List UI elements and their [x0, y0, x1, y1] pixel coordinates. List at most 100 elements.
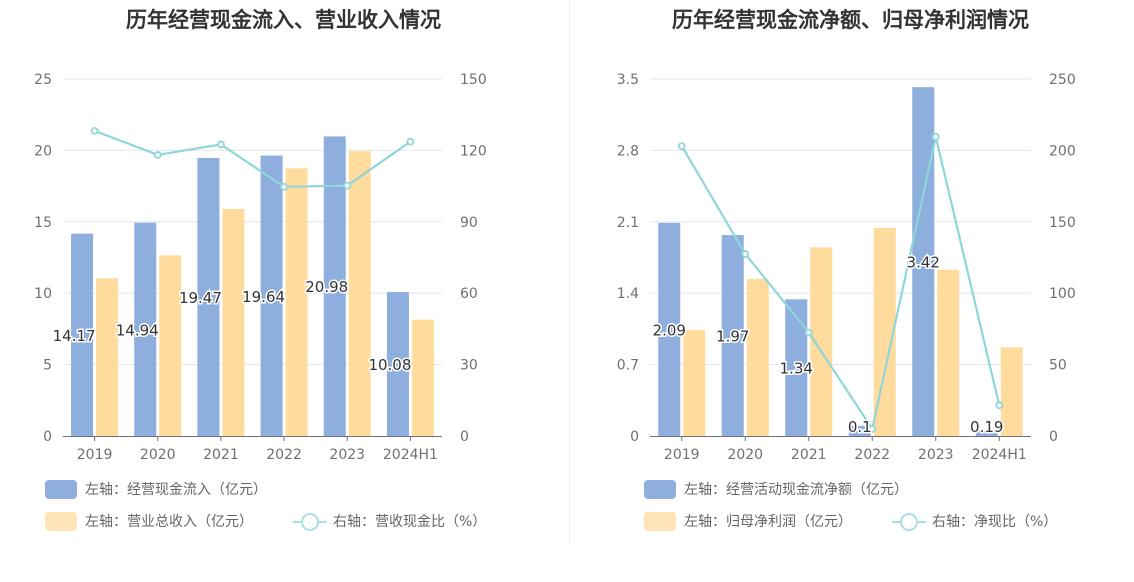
- line-point: [153, 151, 162, 159]
- right-axis-tick-label: 100: [1049, 286, 1076, 302]
- bar-series-1: [721, 235, 744, 436]
- bar-data-label: 1.97: [716, 328, 749, 346]
- right-axis-tick-label: 30: [460, 358, 478, 374]
- left-axis-tick-label: 5: [43, 358, 52, 374]
- bar-data-label: 10.08: [368, 356, 411, 374]
- right-legend-item-3[interactable]: 右轴：净现比（%）: [892, 511, 1057, 531]
- bar-series-2: [683, 329, 706, 436]
- right-axis-tick-label: 250: [1049, 72, 1076, 88]
- bar-series-1: [785, 299, 808, 436]
- legend-swatch: [644, 479, 676, 499]
- right-legend-item-1[interactable]: 左轴：经营活动现金流净额（亿元）: [644, 479, 908, 499]
- bar-series-2: [222, 208, 245, 436]
- bar-series-2: [810, 247, 833, 436]
- x-axis-tick-label: 2023: [918, 447, 954, 463]
- left-axis-tick-label: 2.1: [617, 215, 639, 231]
- right-axis-tick-label: 120: [460, 143, 487, 159]
- bar-series-2: [1000, 347, 1023, 436]
- bar-series-2: [411, 319, 434, 436]
- left-legend-item-3[interactable]: 右轴：营收现金比（%）: [293, 511, 486, 531]
- legend-swatch: [45, 479, 77, 499]
- x-axis-tick-label: 2020: [140, 447, 176, 463]
- bar-data-label: 0.19: [970, 418, 1003, 436]
- x-axis-tick-label: 2023: [329, 447, 365, 463]
- bar-data-label: 14.17: [53, 327, 96, 345]
- x-axis-tick-label: 2021: [203, 447, 239, 463]
- line-series: [94, 129, 412, 188]
- right-axis-tick-label: 200: [1049, 143, 1076, 159]
- legend-label: 左轴：营业总收入（亿元）: [85, 514, 253, 530]
- bar-series-2: [873, 227, 896, 436]
- bar-data-label: 2.09: [653, 321, 686, 339]
- x-axis-tick-label: 2022: [854, 447, 890, 463]
- right-axis-tick-label: 0: [1049, 429, 1058, 445]
- line-point: [343, 181, 352, 190]
- bar-data-label: 20.98: [305, 278, 348, 296]
- left-axis-tick-label: 10: [34, 286, 52, 302]
- line-point: [804, 328, 813, 337]
- right-axis-tick-label: 0: [460, 429, 469, 445]
- left-axis-tick-label: 15: [34, 215, 52, 231]
- x-axis-tick-label: 2019: [77, 447, 113, 463]
- left-axis-tick-label: 1.4: [617, 286, 639, 302]
- bar-series-2: [285, 168, 308, 436]
- right-axis-tick-label: 60: [460, 286, 478, 302]
- legend-swatch: [644, 511, 676, 531]
- bar-series-2: [937, 269, 960, 436]
- legend-label: 右轴：净现比（%）: [932, 514, 1058, 530]
- line-point: [741, 250, 750, 258]
- legend-label: 左轴：归母净利润（亿元）: [684, 514, 852, 530]
- line-point: [280, 182, 288, 191]
- right-axis-tick-label: 90: [460, 215, 478, 231]
- left-axis-tick-label: 2.8: [617, 143, 639, 159]
- bar-data-label: 19.64: [242, 288, 285, 306]
- bar-data-label: 19.47: [179, 289, 222, 307]
- left-chart-title: 历年经营现金流入、营业收入情况: [126, 8, 441, 32]
- x-axis-tick-label: 2024H1: [972, 447, 1027, 463]
- left-axis-tick-label: 0: [630, 429, 639, 445]
- bar-data-label: 3.42: [907, 254, 940, 272]
- x-axis-tick-label: 2019: [664, 447, 700, 463]
- x-axis-tick-label: 2022: [266, 447, 302, 463]
- bar-series-1: [658, 222, 681, 436]
- x-axis-tick-label: 2021: [791, 447, 827, 463]
- line-point: [217, 140, 225, 149]
- right-legend-item-2[interactable]: 左轴：归母净利润（亿元）: [644, 511, 852, 531]
- panel-divider: [569, 0, 570, 545]
- right-chart-plot: 0 0 0.7 50 1.4 100 2.1 150 2.8 200 3.5 250 2019 2020 2…: [617, 72, 1076, 463]
- right-chart-panel: 历年经营现金流净额、归母净利润情况 0 0 0.7 50 1.4 100 2.1 150 2.8…: [567, 0, 1134, 582]
- legend-line-marker: [293, 512, 327, 531]
- line-point: [406, 137, 415, 146]
- line-point: [677, 142, 686, 151]
- left-axis-tick-label: 3.5: [617, 72, 639, 88]
- left-chart-panel: 历年经营现金流入、营业收入情况 0 0 5 30 10 60 15 90 20 120 25 150 2…: [34, 8, 487, 531]
- legend-label: 右轴：营收现金比（%）: [333, 514, 487, 530]
- bar-series-1: [260, 155, 283, 436]
- left-axis-tick-label: 0.7: [617, 358, 639, 374]
- line-point: [931, 132, 940, 141]
- bar-series-2: [348, 151, 371, 436]
- bar-series-1: [323, 136, 346, 437]
- bar-series-1: [912, 87, 935, 436]
- bar-data-label: 14.94: [116, 321, 159, 339]
- line-point: [995, 401, 1004, 410]
- bar-series-2: [96, 278, 119, 436]
- right-chart-title: 历年经营现金流净额、归母净利润情况: [672, 8, 1029, 32]
- bar-series-2: [159, 255, 182, 436]
- right-axis-tick-label: 50: [1049, 358, 1067, 374]
- legend-line-marker: [892, 512, 926, 531]
- legend-swatch: [45, 511, 77, 531]
- bar-series-1: [134, 222, 157, 436]
- left-axis-tick-label: 0: [43, 429, 52, 445]
- bar-series-1: [197, 157, 220, 437]
- right-axis-tick-label: 150: [460, 72, 487, 88]
- left-legend-item-1[interactable]: 左轴：经营现金流入（亿元）: [45, 479, 267, 499]
- bar-series-1: [975, 430, 998, 436]
- left-axis-tick-label: 20: [34, 143, 52, 159]
- left-legend-item-2[interactable]: 左轴：营业总收入（亿元）: [45, 511, 253, 531]
- bar-series-1: [71, 233, 94, 436]
- bar-series-1: [386, 292, 409, 436]
- bar-series-2: [746, 278, 769, 436]
- line-point: [868, 424, 877, 433]
- left-axis-tick-label: 25: [34, 72, 52, 88]
